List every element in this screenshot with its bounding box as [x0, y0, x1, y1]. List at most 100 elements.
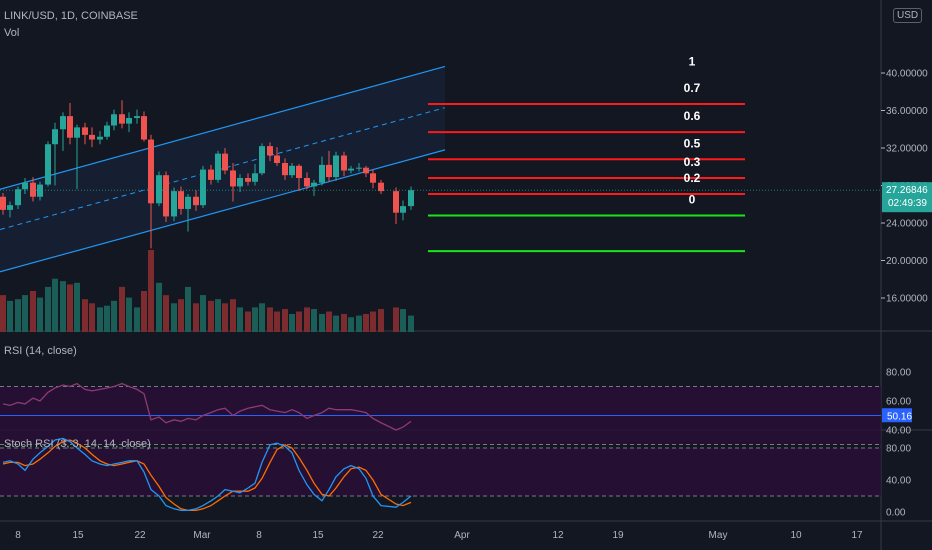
candle-body: [104, 125, 110, 137]
volume-bar: [296, 311, 302, 332]
volume-bar: [245, 311, 251, 332]
volume-bar: [126, 297, 132, 332]
candle-body: [193, 196, 199, 206]
volume-bar: [408, 315, 414, 332]
candle-body: [267, 146, 273, 156]
candle-body: [333, 155, 339, 178]
time-axis-label: 17: [851, 530, 863, 541]
volume-bar: [341, 313, 347, 332]
time-axis-label: 8: [15, 530, 21, 541]
volume-bar: [237, 307, 243, 332]
volume-bar: [104, 305, 110, 332]
stoch-axis-label: 0.00: [886, 508, 906, 519]
time-axis-label: May: [709, 530, 728, 541]
fib-level-label: 0.3: [684, 155, 701, 169]
volume-bar: [252, 307, 258, 332]
volume-bar: [119, 286, 125, 332]
fib-level-label: 0.6: [684, 109, 701, 123]
fib-level-label: 1: [689, 55, 696, 69]
candle-body: [393, 191, 399, 213]
candle-body: [319, 164, 325, 183]
volume-bar: [15, 299, 21, 332]
candle-body: [97, 136, 103, 140]
volume-bar: [230, 299, 236, 332]
volume-bar: [304, 307, 310, 332]
stoch-band-fill: [0, 448, 881, 496]
stoch-d-line: [2, 439, 412, 512]
volume-bar: [185, 286, 191, 332]
rsi-axis-label: 80.00: [886, 368, 911, 379]
candle-body: [15, 189, 21, 206]
time-axis-label: Apr: [454, 530, 470, 541]
volume-label: Vol: [4, 27, 20, 39]
price-axis-label: 20.00000: [886, 256, 928, 267]
volume-bar: [267, 307, 273, 332]
volume-bar: [141, 291, 147, 332]
volume-bar: [289, 313, 295, 332]
volume-bar: [82, 299, 88, 332]
fib-level-label: 0.2: [684, 171, 701, 185]
candle-body: [60, 116, 66, 130]
time-axis-label: Mar: [193, 530, 211, 541]
rsi-axis-label: 40.00: [886, 426, 911, 437]
stoch-k-line: [2, 437, 412, 512]
currency-badge[interactable]: USD: [893, 8, 923, 23]
candle-body: [282, 163, 288, 176]
time-axis-label: 19: [612, 530, 624, 541]
volume-bar: [60, 281, 66, 332]
candle-body: [7, 205, 13, 210]
candle-body: [171, 191, 177, 217]
stoch-title: Stoch RSI (3, 3, 14, 14, close): [4, 438, 151, 450]
candle-body: [259, 146, 265, 174]
candle-body: [52, 129, 58, 145]
candle-body: [178, 191, 184, 209]
price-axis-label: 24.00000: [886, 219, 928, 230]
channel-upper-line: [0, 65, 446, 190]
last-price-value: 27.26846: [886, 185, 928, 196]
volume-bar: [134, 307, 140, 332]
volume-bar: [67, 284, 73, 332]
candle-body: [200, 169, 206, 206]
candle-body: [222, 153, 228, 171]
candle-body: [0, 196, 6, 210]
candle-body: [408, 190, 414, 207]
volume-bar: [326, 311, 332, 332]
volume-bar: [148, 250, 154, 332]
candle-body: [141, 116, 147, 140]
price-axis-label: 32.00000: [886, 144, 928, 155]
volume-bar: [193, 303, 199, 332]
last-price-tag: [882, 182, 932, 213]
rsi-title: RSI (14, close): [4, 345, 77, 357]
volume-bar: [400, 309, 406, 332]
time-axis-label: 10: [790, 530, 802, 541]
volume-bar: [30, 291, 36, 332]
candle-body: [119, 114, 125, 124]
candle-body: [163, 175, 169, 217]
volume-bar: [348, 317, 354, 332]
candle-body: [296, 165, 302, 178]
volume-bar: [282, 309, 288, 332]
candle-body: [400, 206, 406, 213]
candle-body: [378, 182, 384, 192]
candle-body: [304, 178, 310, 187]
candle-body: [208, 169, 214, 180]
channel-lower-line: [0, 149, 446, 273]
candle-body: [22, 182, 28, 190]
volume-bar: [319, 313, 325, 332]
channel-mid-line: [0, 107, 446, 231]
fib-level-label: 0.5: [684, 136, 701, 150]
volume-bar: [208, 300, 214, 332]
rsi-value-tag: [882, 408, 912, 423]
candle-body: [45, 144, 51, 185]
rsi-axis-label: 60.00: [886, 397, 911, 408]
fib-level-label: 0.7: [684, 81, 701, 95]
volume-bar: [37, 297, 43, 332]
volume-bar: [45, 286, 51, 332]
volume-bar: [370, 311, 376, 332]
candle-body: [74, 127, 80, 138]
volume-bar: [89, 303, 95, 332]
volume-bar: [156, 282, 162, 332]
candle-body: [134, 116, 140, 118]
candle-body: [274, 155, 280, 163]
